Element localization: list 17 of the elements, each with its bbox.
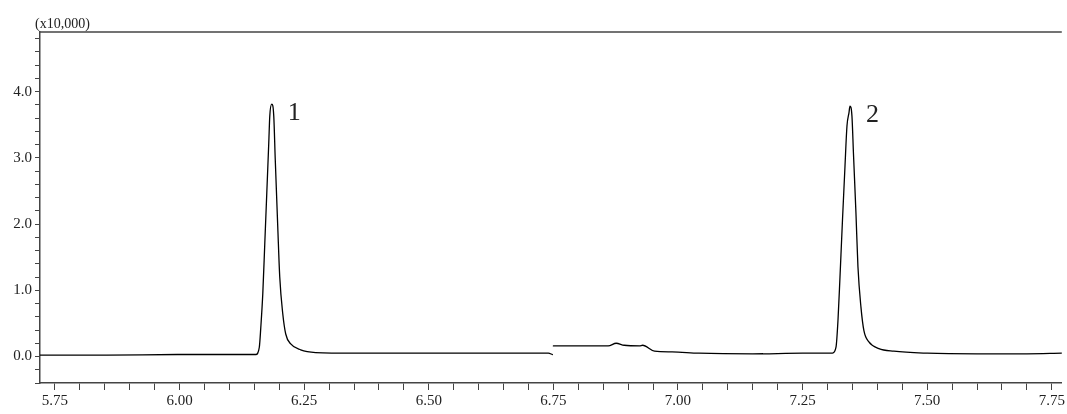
y-axis-title: (x10,000)	[35, 15, 91, 32]
x-tick-label: 6.00	[166, 391, 193, 408]
x-tick-label: 6.75	[540, 391, 567, 408]
x-tick-label: 7.75	[1038, 391, 1065, 408]
x-tick-label: 7.00	[664, 391, 692, 408]
x-tick-label: 6.50	[415, 391, 442, 408]
x-tick-label: 5.75	[41, 391, 69, 408]
y-tick-label: 4.0	[13, 82, 32, 99]
y-tick-label: 0.0	[13, 347, 32, 364]
x-tick-label: 7.50	[914, 391, 941, 408]
x-tick-label: 7.25	[789, 391, 816, 408]
x-tick-label: 6.25	[291, 391, 318, 408]
y-tick-label: 1.0	[13, 281, 32, 298]
y-tick-label: 3.0	[13, 148, 32, 165]
annotation: 1	[287, 97, 301, 127]
annotation: 2	[865, 99, 879, 128]
y-tick-label: 2.0	[13, 214, 32, 231]
